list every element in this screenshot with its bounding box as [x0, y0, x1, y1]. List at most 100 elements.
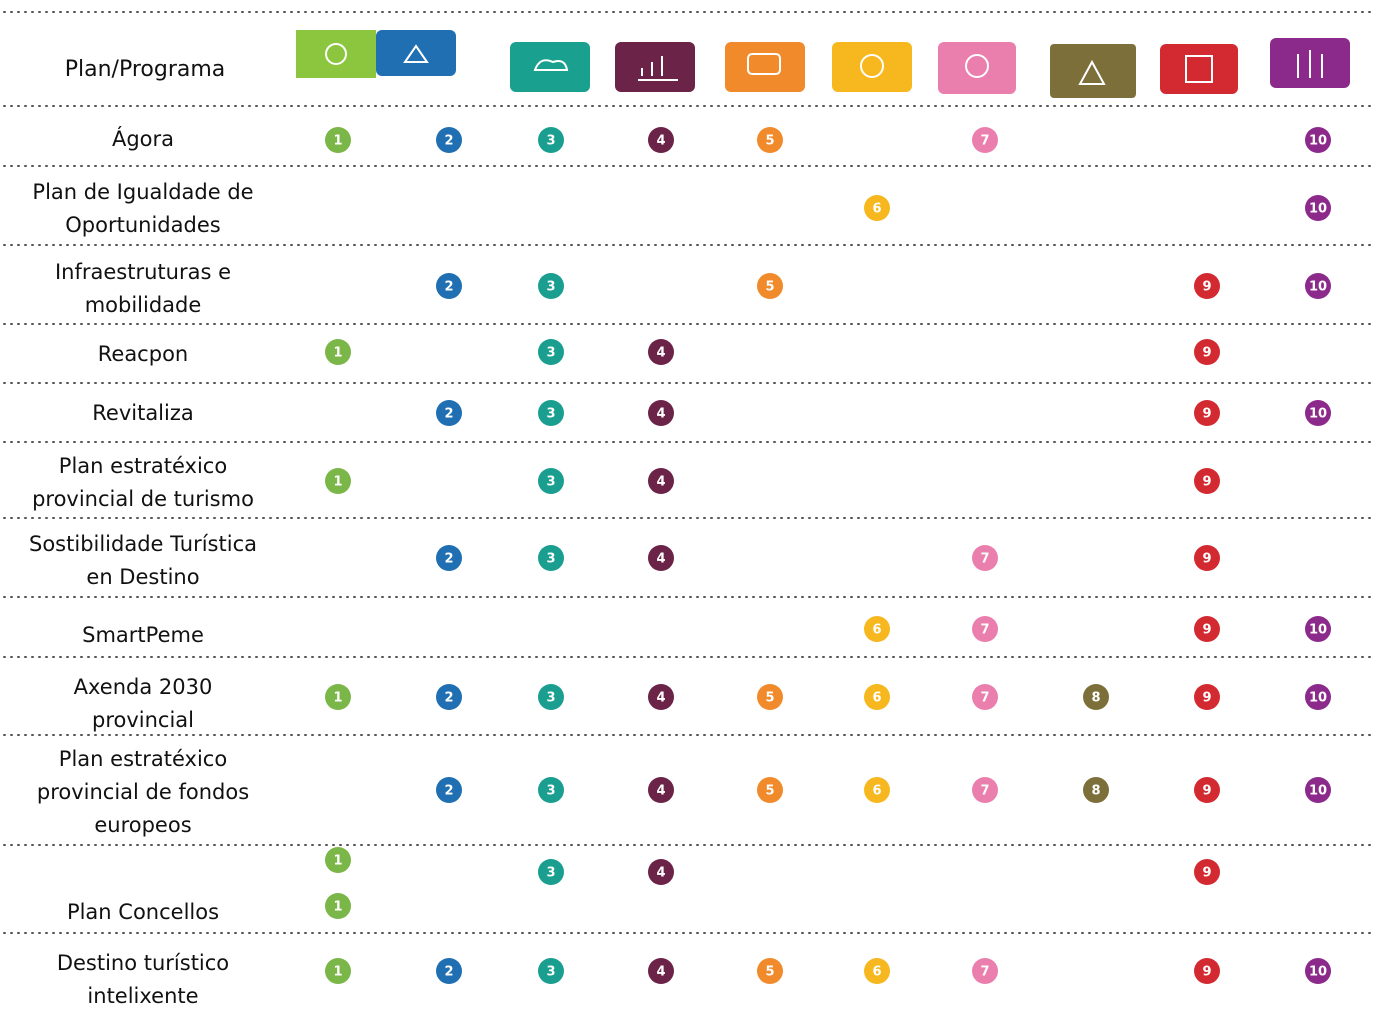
- badge: [1194, 684, 1220, 710]
- badge: [1305, 684, 1331, 710]
- badge: [436, 777, 462, 803]
- badge-number: 5: [765, 784, 774, 799]
- goal-icons: [296, 30, 1350, 98]
- badge: [864, 616, 890, 642]
- badge: [1194, 339, 1220, 365]
- badge: [1083, 777, 1109, 803]
- badge-number: 1: [333, 854, 342, 869]
- badge: [1305, 195, 1331, 221]
- badge: [325, 684, 351, 710]
- badge: [648, 777, 674, 803]
- badge-number: 7: [980, 552, 989, 567]
- icon-tile: [376, 30, 456, 76]
- icon-tile: [938, 42, 1016, 94]
- row-name: mobilidade: [85, 293, 202, 317]
- badge: [972, 777, 998, 803]
- badge-number: 10: [1309, 407, 1327, 422]
- badge-number: 9: [1202, 407, 1211, 422]
- icon-tile: [510, 42, 590, 92]
- badge: [757, 958, 783, 984]
- badge-number: 3: [546, 475, 555, 490]
- badge-number: 5: [765, 280, 774, 295]
- badge-number: 6: [872, 623, 881, 638]
- row-name: Plan estratéxico: [59, 747, 227, 771]
- badge-number: 7: [980, 965, 989, 980]
- row-name: Plan estratéxico: [59, 454, 227, 478]
- badge-number: 6: [872, 965, 881, 980]
- badge-number: 5: [765, 965, 774, 980]
- badge-number: 9: [1202, 784, 1211, 799]
- badge-number: 9: [1202, 965, 1211, 980]
- badge: [1194, 400, 1220, 426]
- badge-number: 5: [765, 691, 774, 706]
- badge: [436, 127, 462, 153]
- badge: [436, 400, 462, 426]
- badge-number: 9: [1202, 552, 1211, 567]
- badge: [972, 616, 998, 642]
- badge: [1194, 616, 1220, 642]
- badge: [538, 545, 564, 571]
- badge-number: 1: [333, 346, 342, 361]
- badge-number: 9: [1202, 623, 1211, 638]
- badge: [436, 273, 462, 299]
- badge-number: 6: [872, 784, 881, 799]
- badge: [972, 127, 998, 153]
- badge-number: 4: [656, 866, 665, 881]
- badge-number: 3: [546, 407, 555, 422]
- badge: [538, 339, 564, 365]
- badge: [864, 684, 890, 710]
- icon-tile: [725, 42, 805, 92]
- row-name: Ágora: [112, 126, 174, 151]
- badge-number: 3: [546, 784, 555, 799]
- row-name: Axenda 2030: [74, 675, 213, 699]
- row-name: Infraestruturas e: [55, 260, 231, 284]
- badge: [757, 127, 783, 153]
- badge-number: 3: [546, 134, 555, 149]
- badge: [648, 400, 674, 426]
- badge-number: 9: [1202, 866, 1211, 881]
- badge-number: 1: [333, 691, 342, 706]
- row-name: provincial de fondos: [37, 780, 249, 804]
- badge: [436, 684, 462, 710]
- badge: [1194, 545, 1220, 571]
- badge-number: 6: [872, 691, 881, 706]
- row-name: intelixente: [87, 984, 198, 1008]
- badge: [1305, 958, 1331, 984]
- icon-tile: [296, 30, 376, 78]
- row-name: Sostibilidade Turística: [29, 532, 257, 556]
- badge: [1194, 468, 1220, 494]
- badge: [436, 958, 462, 984]
- badge: [864, 195, 890, 221]
- badge: [325, 127, 351, 153]
- badge-number: 8: [1091, 691, 1100, 706]
- badge-number: 3: [546, 965, 555, 980]
- badge-number: 7: [980, 784, 989, 799]
- badge-number: 4: [656, 346, 665, 361]
- row-name: europeos: [94, 813, 191, 837]
- badge-number: 2: [444, 784, 453, 799]
- row-name: Reacpon: [98, 342, 188, 366]
- badge-number: 2: [444, 280, 453, 295]
- badge: [325, 339, 351, 365]
- icon-tile: [832, 42, 912, 92]
- badge: [1305, 616, 1331, 642]
- badge: [325, 847, 351, 873]
- badge: [972, 684, 998, 710]
- badge-number: 3: [546, 346, 555, 361]
- badge: [1194, 859, 1220, 885]
- badge: [757, 273, 783, 299]
- row-name: Destino turístico: [57, 951, 229, 975]
- badge-number: 9: [1202, 346, 1211, 361]
- badge: [1194, 273, 1220, 299]
- badge: [648, 339, 674, 365]
- badge-number: 4: [656, 965, 665, 980]
- badge-number: 7: [980, 691, 989, 706]
- badge: [1305, 273, 1331, 299]
- badge-number: 10: [1309, 784, 1327, 799]
- badge-number: 3: [546, 280, 555, 295]
- row-name: Revitaliza: [92, 401, 194, 425]
- badge-number: 4: [656, 784, 665, 799]
- badge-number: 2: [444, 134, 453, 149]
- badge-number: 6: [872, 202, 881, 217]
